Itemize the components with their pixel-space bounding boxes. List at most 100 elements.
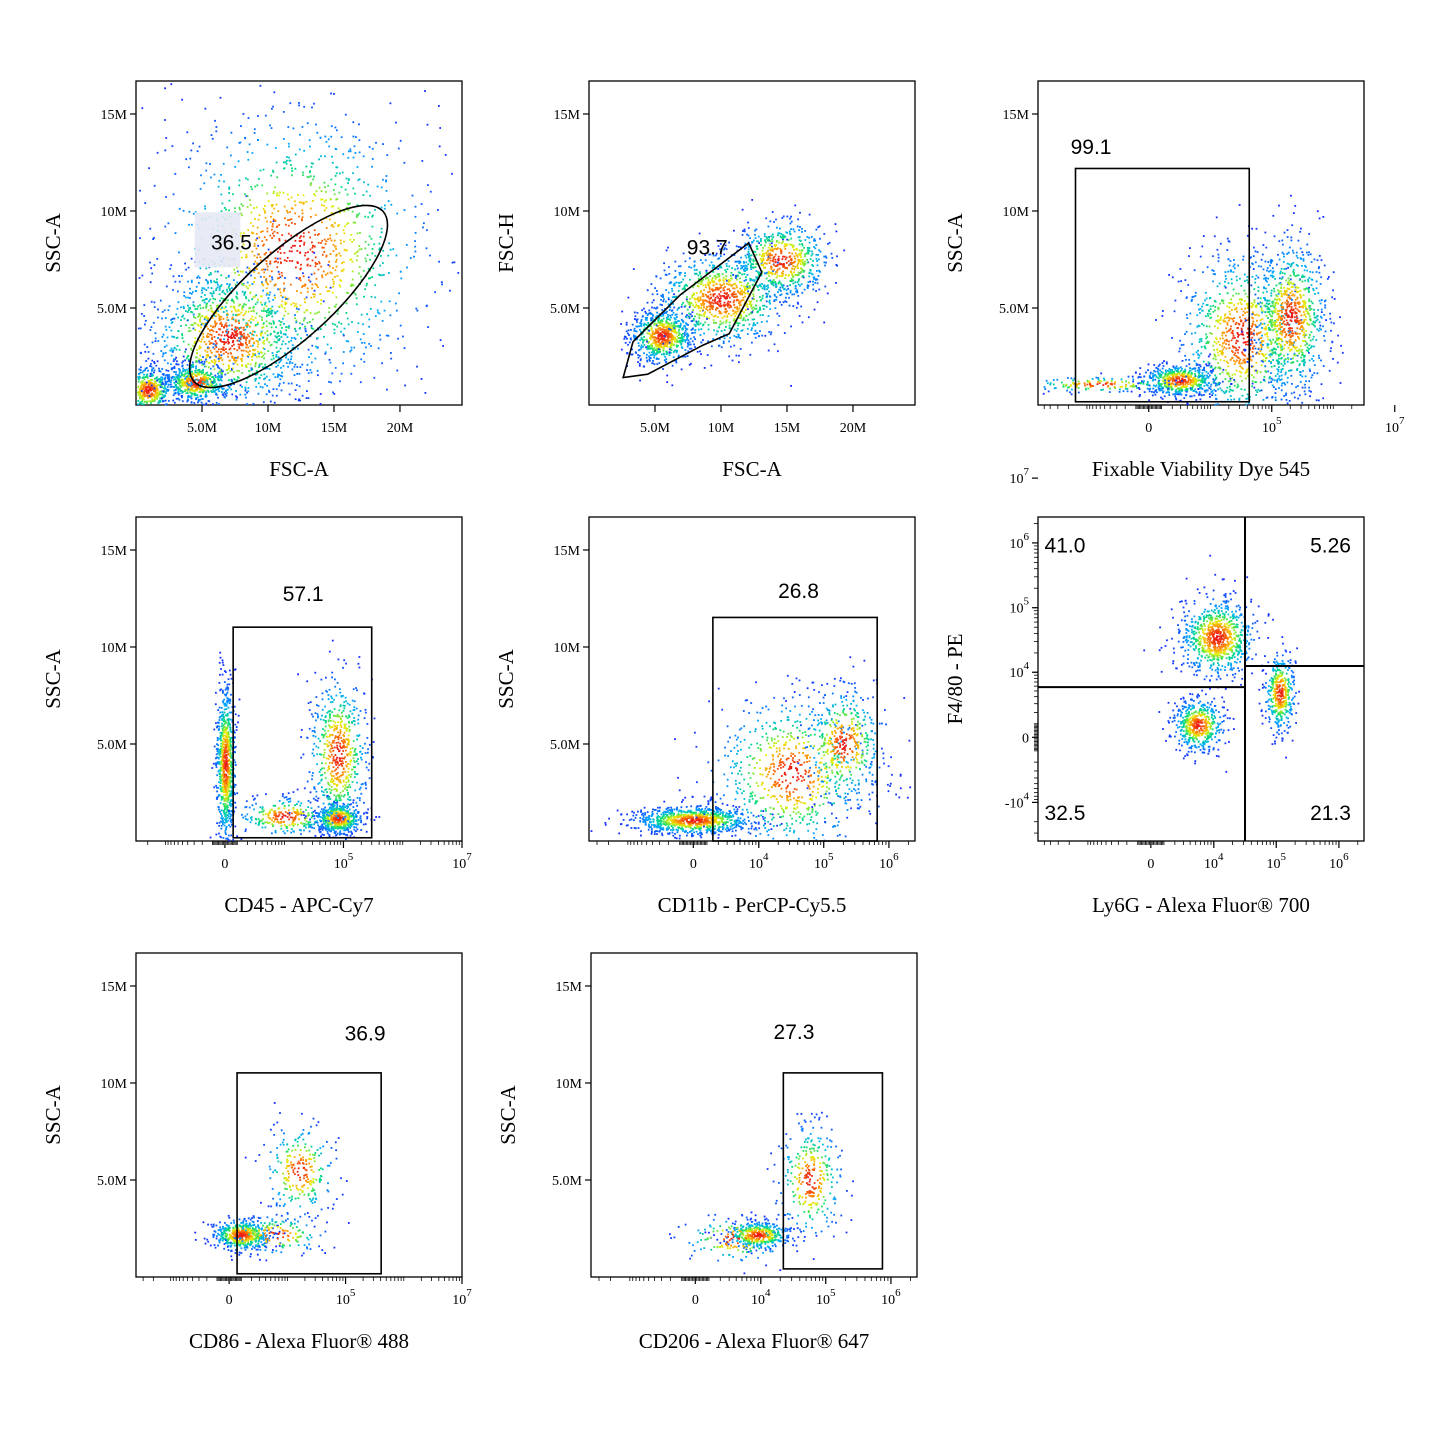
event-dot-3 bbox=[325, 254, 328, 257]
event-dot-0 bbox=[154, 397, 156, 400]
event-dot-1 bbox=[749, 353, 752, 356]
event-dot-1 bbox=[678, 273, 681, 276]
event-dot-3 bbox=[314, 265, 317, 268]
event-dot-3 bbox=[387, 200, 390, 202]
event-dot-2 bbox=[202, 332, 204, 335]
event-dot-0 bbox=[678, 337, 680, 339]
event-dot-3 bbox=[266, 227, 269, 230]
event-dot-0 bbox=[639, 322, 642, 324]
event-dot-1 bbox=[734, 319, 736, 322]
event-dot-2 bbox=[190, 397, 193, 400]
event-dot-3 bbox=[256, 262, 259, 265]
event-dot-1 bbox=[683, 332, 686, 334]
event-dot-2 bbox=[193, 342, 196, 344]
event-dot-3 bbox=[294, 327, 296, 330]
event-dot-3 bbox=[359, 338, 362, 341]
event-dot-2 bbox=[261, 386, 264, 389]
event-dot-3 bbox=[250, 211, 253, 214]
event-dot-0 bbox=[654, 353, 657, 356]
event-dot-0 bbox=[147, 384, 150, 386]
event-dot-0 bbox=[649, 325, 651, 328]
event-dot-3 bbox=[360, 275, 362, 278]
event-dot-3 bbox=[247, 287, 249, 290]
event-dot-3 bbox=[368, 235, 371, 238]
event-dot-3 bbox=[307, 257, 310, 260]
event-dot-1 bbox=[694, 305, 697, 308]
event-dot-2 bbox=[182, 314, 184, 317]
event-dot-0 bbox=[644, 318, 647, 321]
event-dot-3 bbox=[278, 273, 281, 276]
event-dot-3 bbox=[200, 174, 202, 177]
event-dot-1 bbox=[700, 303, 703, 305]
event-dot-3 bbox=[330, 125, 333, 128]
event-dot-3 bbox=[351, 278, 354, 281]
event-dot-2 bbox=[229, 370, 232, 373]
event-dot-2 bbox=[238, 313, 241, 316]
event-dot-2 bbox=[256, 237, 259, 240]
event-dot-3 bbox=[427, 326, 429, 328]
event-dot-3 bbox=[259, 169, 262, 172]
event-dot-1 bbox=[682, 278, 685, 281]
event-dot-2 bbox=[812, 280, 814, 283]
event-dot-3 bbox=[255, 232, 258, 235]
event-dot-3 bbox=[249, 292, 252, 294]
event-dot-0 bbox=[137, 403, 139, 406]
event-dot-2 bbox=[296, 372, 299, 375]
event-dot-1 bbox=[740, 284, 743, 287]
event-dot-1 bbox=[721, 316, 724, 319]
event-dot-3 bbox=[215, 355, 217, 358]
event-dot-3 bbox=[427, 184, 429, 186]
event-dot-2 bbox=[747, 221, 749, 224]
event-dot-2 bbox=[195, 356, 197, 359]
event-dot-3 bbox=[306, 258, 309, 261]
event-dot-2 bbox=[233, 279, 235, 281]
event-dot-0 bbox=[631, 348, 634, 351]
event-dot-1 bbox=[758, 271, 761, 274]
event-dot-2 bbox=[201, 322, 204, 325]
event-dot-3 bbox=[376, 185, 379, 188]
event-dot-0 bbox=[649, 347, 652, 350]
event-dot-2 bbox=[233, 307, 236, 310]
event-dot-2 bbox=[172, 275, 175, 278]
y-tick-label: 15M bbox=[101, 108, 128, 123]
event-dot-3 bbox=[284, 301, 287, 304]
event-dot-0 bbox=[642, 365, 645, 368]
event-dot-0 bbox=[144, 369, 146, 372]
event-dot-3 bbox=[358, 245, 361, 247]
event-dot-3 bbox=[349, 238, 352, 241]
event-dot-0 bbox=[672, 338, 674, 340]
event-dot-0 bbox=[681, 336, 684, 339]
event-dot-3 bbox=[254, 267, 257, 270]
event-dot-3 bbox=[306, 122, 309, 125]
gate-ellipse[interactable] bbox=[165, 179, 413, 414]
event-dot-2 bbox=[176, 344, 179, 347]
event-dot-1 bbox=[732, 301, 735, 304]
event-dot-1 bbox=[720, 304, 723, 307]
event-dot-2 bbox=[264, 332, 267, 334]
event-dot-1 bbox=[807, 316, 810, 319]
event-dot-1 bbox=[695, 298, 697, 301]
event-dot-1 bbox=[709, 297, 712, 300]
event-dot-3 bbox=[347, 203, 350, 206]
event-dot-3 bbox=[380, 231, 383, 234]
event-dot-1 bbox=[212, 388, 215, 391]
event-dot-3 bbox=[335, 258, 338, 261]
event-dot-2 bbox=[242, 314, 245, 317]
event-dot-2 bbox=[835, 282, 837, 284]
event-dot-1 bbox=[692, 317, 695, 320]
event-dot-0 bbox=[665, 332, 668, 334]
event-dot-3 bbox=[263, 307, 265, 310]
event-dot-1 bbox=[728, 355, 731, 358]
event-dot-0 bbox=[146, 402, 148, 404]
event-dot-1 bbox=[178, 398, 181, 401]
event-dot-0 bbox=[675, 321, 678, 323]
event-dot-2 bbox=[787, 239, 790, 241]
event-dot-1 bbox=[694, 324, 697, 327]
event-dot-2 bbox=[230, 352, 233, 355]
event-dot-1 bbox=[222, 387, 225, 390]
event-dot-1 bbox=[720, 322, 723, 325]
event-dot-2 bbox=[260, 356, 263, 358]
event-dot-3 bbox=[356, 204, 359, 206]
event-dot-1 bbox=[770, 242, 773, 245]
event-dot-2 bbox=[251, 373, 254, 375]
